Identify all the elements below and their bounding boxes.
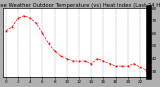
Title: Milwaukee Weather Outdoor Temperature (vs) Heat Index (Last 24 Hours): Milwaukee Weather Outdoor Temperature (v…: [0, 3, 160, 8]
